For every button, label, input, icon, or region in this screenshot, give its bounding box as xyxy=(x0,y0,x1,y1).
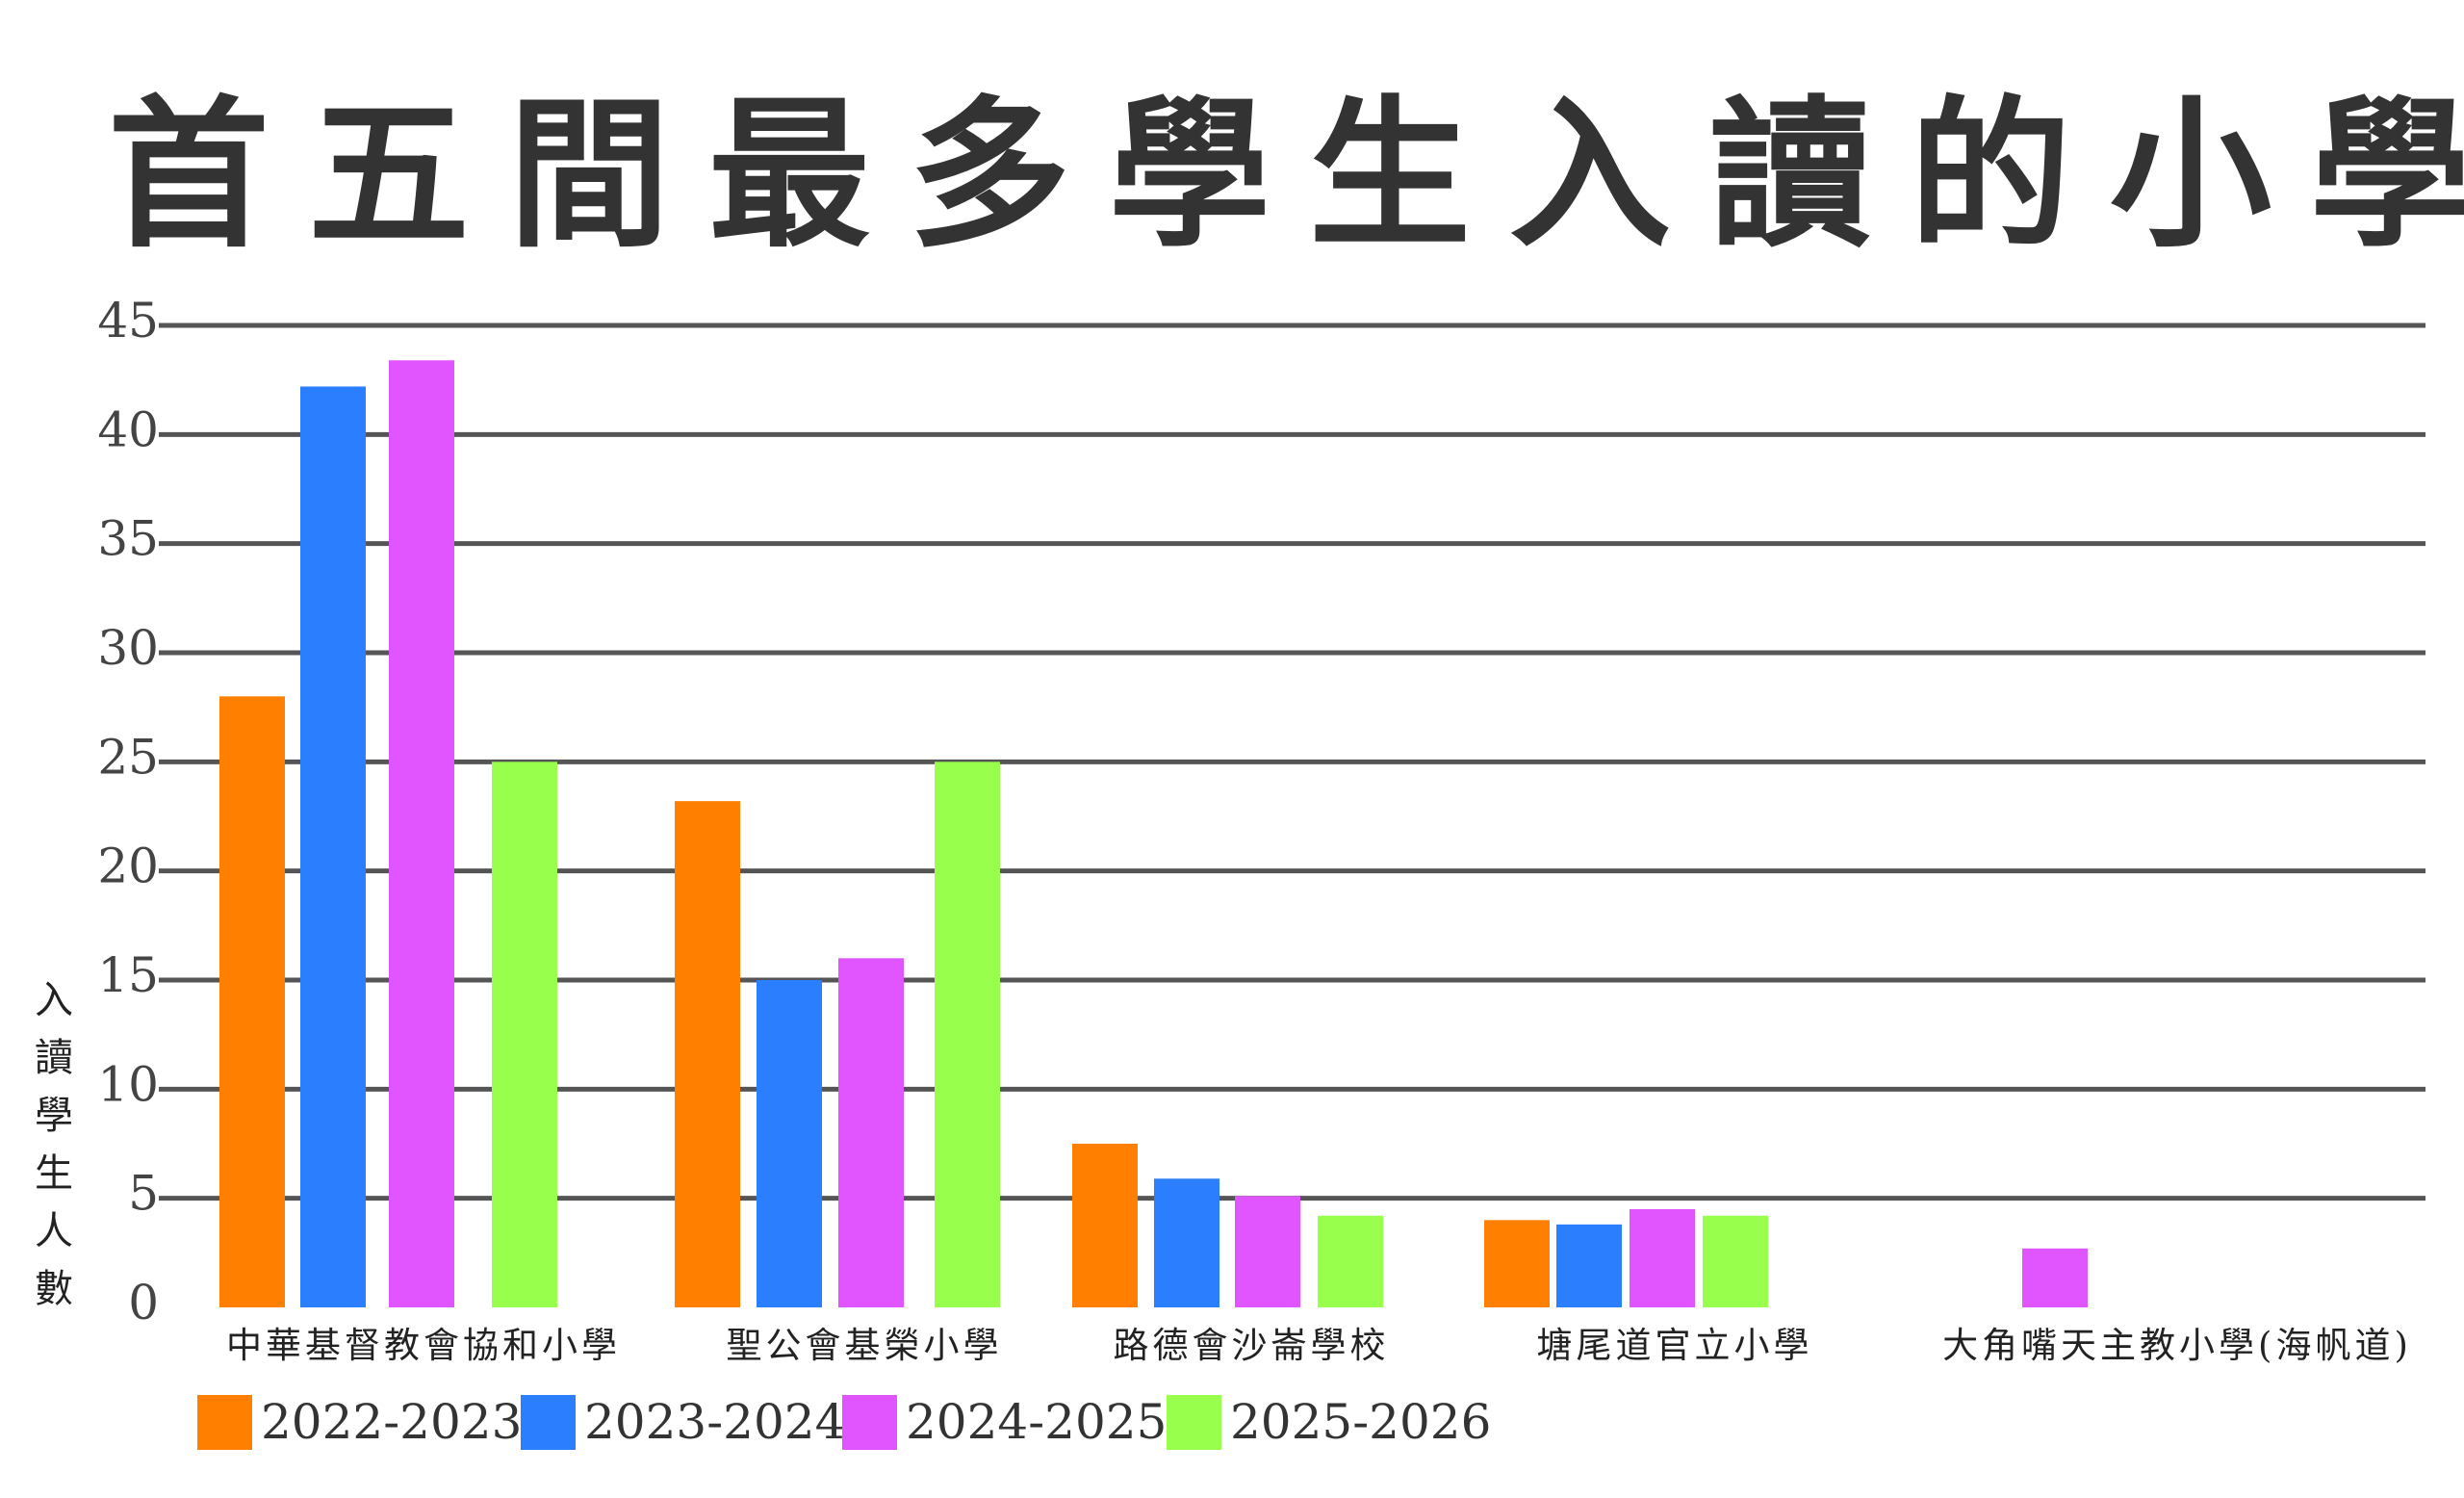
y-tick-label: 30 xyxy=(97,620,159,676)
y-tick-label: 15 xyxy=(97,947,159,1003)
bars xyxy=(219,360,2088,1307)
bar xyxy=(1072,1144,1138,1307)
x-tick-label: 大角嘴天主教小學(海帆道) xyxy=(1942,1325,2412,1366)
y-tick-label: 35 xyxy=(97,511,159,567)
bar xyxy=(1154,1178,1219,1307)
y-tick-label: 40 xyxy=(97,401,159,457)
bar xyxy=(300,386,366,1307)
legend-swatch xyxy=(197,1395,252,1450)
bar xyxy=(1630,1209,1695,1307)
bar xyxy=(1235,1196,1300,1307)
x-tick-label: 聖公會基榮小學 xyxy=(727,1325,1003,1366)
legend-label: 2022-2023 xyxy=(261,1394,522,1450)
bar xyxy=(389,360,454,1307)
y-axis-tick-labels: 0 5 10 15 20 25 30 35 40 45 xyxy=(97,293,159,1330)
bar xyxy=(1556,1224,1622,1307)
legend-item: 2022-2023 xyxy=(197,1394,522,1450)
x-axis-category-labels: 中華基督教會協和小學 聖公會基榮小學 路德會沙崙學校 塘尾道官立小學 大角嘴天主教小學(… xyxy=(226,1325,2412,1366)
y-tick-label: 0 xyxy=(128,1275,159,1330)
legend-swatch xyxy=(842,1395,897,1450)
y-tick-label: 5 xyxy=(128,1166,159,1222)
legend-swatch xyxy=(1167,1395,1221,1450)
bar xyxy=(219,696,285,1307)
y-tick-label: 45 xyxy=(97,293,159,349)
x-tick-label: 塘尾道官立小學 xyxy=(1537,1325,1813,1366)
bar xyxy=(1484,1220,1550,1307)
bar xyxy=(757,980,822,1307)
legend: 2022-2023 2023-2024 2024-2025 2025-2026 xyxy=(197,1394,1491,1450)
legend-item: 2024-2025 xyxy=(842,1394,1167,1450)
bar xyxy=(935,762,1000,1307)
bar xyxy=(838,958,904,1307)
chart-title: 首五間最多學生入讀的小學 xyxy=(108,79,2464,270)
x-tick-label: 路德會沙崙學校 xyxy=(1114,1325,1390,1366)
bar xyxy=(675,801,740,1307)
x-tick-label: 中華基督教會協和小學 xyxy=(226,1325,621,1366)
legend-label: 2025-2026 xyxy=(1230,1394,1491,1450)
legend-item: 2025-2026 xyxy=(1167,1394,1491,1450)
bar xyxy=(492,762,557,1307)
y-tick-label: 25 xyxy=(97,729,159,785)
y-tick-label: 20 xyxy=(97,839,159,894)
legend-label: 2024-2025 xyxy=(906,1394,1167,1450)
bar xyxy=(2022,1248,2088,1307)
legend-label: 2023-2024 xyxy=(584,1394,845,1450)
bar xyxy=(1703,1215,1768,1307)
legend-item: 2023-2024 xyxy=(521,1394,845,1450)
y-axis-title: 入讀學生人數 xyxy=(35,978,73,1311)
y-tick-label: 10 xyxy=(97,1056,159,1112)
legend-swatch xyxy=(521,1395,576,1450)
bar xyxy=(1318,1215,1383,1307)
y-axis-label: 入讀學生人數 xyxy=(35,978,73,1311)
